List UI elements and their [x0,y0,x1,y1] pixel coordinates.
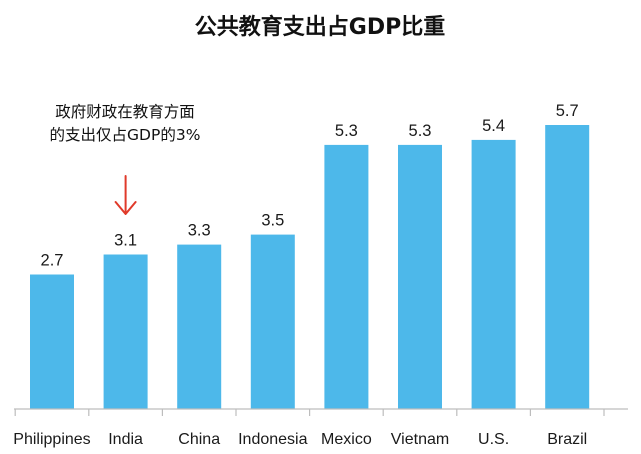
value-label-india: 3.1 [114,232,137,250]
value-label-philippines: 2.7 [41,252,64,270]
value-label-indonesia: 3.5 [261,212,284,230]
tick-label-china: China [178,431,220,448]
bar-indonesia [250,234,295,409]
annotation-line-1: 政府财政在教育方面 [55,103,195,121]
value-label-u-s: 5.4 [482,117,505,135]
bar-mexico [324,144,369,409]
tick-label-brazil: Brazil [547,431,587,448]
annotation: 政府财政在教育方面 的支出仅占GDP的3% [50,103,201,215]
value-labels: 2.7 3.1 3.3 3.5 5.3 5.3 5.4 5.7 [41,102,579,270]
bar-vietnam [398,144,442,409]
tick-label-philippines: Philippines [13,431,90,448]
chart-title: 公共教育支出占GDP比重 [195,14,445,40]
tick-label-u-s: U.S. [478,431,509,448]
annotation-line-2: 的支出仅占GDP的3% [50,126,201,144]
tick-label-indonesia: Indonesia [238,431,307,448]
value-label-vietnam: 5.3 [409,122,432,140]
bar-india [103,254,148,409]
annotation-arrow-icon [114,175,137,215]
bar-philippines [30,274,74,409]
value-label-mexico: 5.3 [335,122,358,140]
value-label-china: 3.3 [188,222,211,240]
bar-china [177,244,222,409]
tick-label-mexico: Mexico [321,431,372,448]
value-label-brazil: 5.7 [556,102,579,120]
tick-label-india: India [108,431,143,448]
bars [30,125,590,409]
x-tick-labels: Philippines India China Indonesia Mexico Viet… [13,431,587,448]
bar-brazil [545,125,590,409]
x-axis [14,408,628,416]
bar-u-s [471,139,516,409]
tick-label-vietnam: Vietnam [391,431,449,448]
